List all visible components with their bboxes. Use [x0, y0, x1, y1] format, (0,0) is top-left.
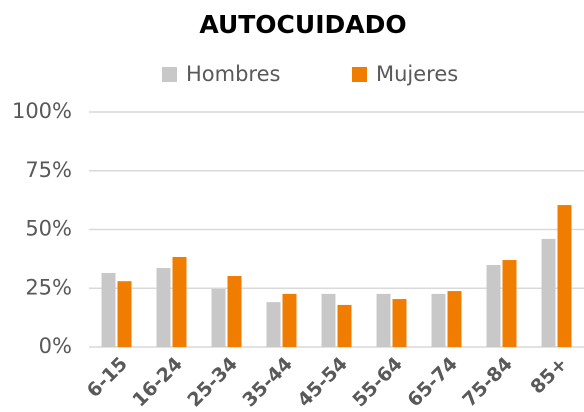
y-tick-label: 25%	[25, 275, 72, 299]
bar	[227, 276, 242, 347]
bar	[172, 256, 187, 347]
bar	[376, 293, 391, 347]
legend-label: Hombres	[186, 62, 280, 86]
x-tick-label: 6-15	[83, 353, 132, 402]
bar	[282, 293, 297, 347]
bar	[266, 302, 281, 347]
y-tick-label: 100%	[12, 99, 72, 123]
x-tick-label: 85+	[526, 353, 572, 399]
bar	[486, 264, 501, 347]
bar	[321, 293, 336, 347]
legend-swatch	[162, 67, 177, 82]
legend-label: Mujeres	[376, 62, 458, 86]
x-tick-label: 25-34	[183, 353, 242, 412]
x-tick-label: 45-54	[293, 353, 352, 412]
bar	[431, 293, 446, 347]
bar	[337, 304, 352, 347]
y-tick-label: 75%	[25, 158, 72, 182]
bar	[541, 238, 556, 347]
bar	[392, 299, 407, 347]
bar	[156, 268, 171, 347]
x-tick-label: 35-44	[238, 353, 297, 412]
y-tick-label: 50%	[25, 217, 72, 241]
bar	[502, 260, 517, 347]
x-tick-label: 65-74	[403, 353, 462, 412]
legend-swatch	[352, 67, 367, 82]
x-tick-label: 16-24	[128, 353, 187, 412]
bar	[557, 205, 572, 347]
x-tick-label: 55-64	[348, 353, 407, 412]
y-tick-label: 0%	[39, 334, 72, 358]
chart-title: AUTOCUIDADO	[199, 10, 406, 39]
bar	[211, 288, 226, 347]
x-tick-label: 75-84	[458, 353, 517, 412]
bar	[447, 291, 462, 347]
bar	[101, 272, 116, 347]
bar	[117, 281, 132, 347]
